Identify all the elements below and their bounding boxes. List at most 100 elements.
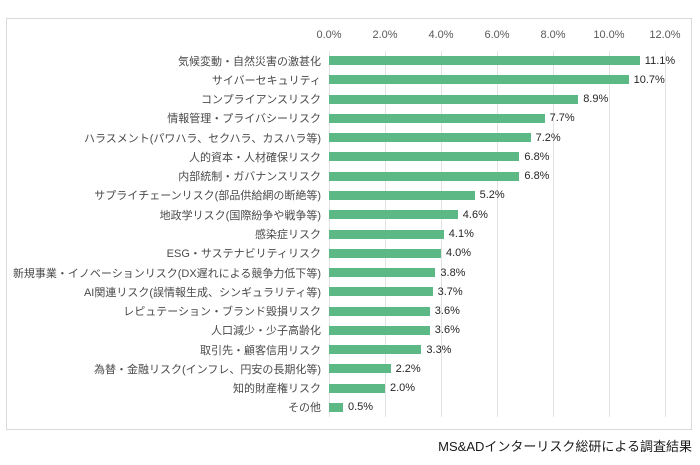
category-label: コンプライアンスリスク <box>200 94 321 107</box>
bar-chart: 0.0% 2.0% 4.0% 6.0% 8.0% 10.0% 12.0% 気候変動・自然災害… <box>6 18 692 430</box>
bar <box>329 306 430 316</box>
chart-row: 取引先・顧客信用リスク 3.3% <box>11 340 685 359</box>
x-tick-label: 0.0% <box>316 29 342 41</box>
category-label: レピュテーション・ブランド毀損リスク <box>123 306 321 319</box>
category-label: 気候変動・自然災害の激甚化 <box>178 55 321 68</box>
bar-area: 3.7% <box>329 282 685 301</box>
bar <box>329 402 343 412</box>
category-label: サイバーセキュリティ <box>211 74 321 87</box>
chart-row: サイバーセキュリティ 10.7% <box>11 70 685 89</box>
bar-area: 2.0% <box>329 379 685 398</box>
bar <box>329 268 436 278</box>
x-tick-label: 6.0% <box>484 29 510 41</box>
category-label: 為替・金融リスク(インフレ、円安の長期化等) <box>94 363 321 376</box>
value-label: 4.1% <box>448 228 474 241</box>
chart-row: その他 0.5% <box>11 398 685 417</box>
x-tick-label: 8.0% <box>540 29 566 41</box>
category-label: 人的資本・人材確保リスク <box>189 151 321 164</box>
x-tick-label: 12.0% <box>649 29 681 41</box>
bar <box>329 229 444 239</box>
bar-area: 7.7% <box>329 109 685 128</box>
bar-area: 0.5% <box>329 398 685 417</box>
bar <box>329 56 640 66</box>
value-label: 6.8% <box>524 170 550 183</box>
value-label: 4.6% <box>462 208 488 221</box>
chart-row: 新規事業・イノベーションリスク(DX遅れによる競争力低下等) 3.8% <box>11 263 685 282</box>
bar <box>329 248 441 258</box>
chart-row: 知的財産権リスク 2.0% <box>11 379 685 398</box>
value-label: 7.2% <box>535 131 561 144</box>
bar-area: 6.8% <box>329 147 685 166</box>
bar-area: 3.8% <box>329 263 685 282</box>
gridline <box>497 51 498 417</box>
chart-row: AI関連リスク(誤情報生成、シンギュラリティ等) 3.7% <box>11 282 685 301</box>
category-label: 新規事業・イノベーションリスク(DX遅れによる競争力低下等) <box>12 267 321 280</box>
bar <box>329 345 422 355</box>
gridline <box>665 51 666 417</box>
category-label: 内部統制・ガバナンスリスク <box>178 171 321 184</box>
value-label: 2.2% <box>395 362 421 375</box>
value-label: 3.8% <box>440 266 466 279</box>
value-label: 3.6% <box>434 324 460 337</box>
bar-area: 4.6% <box>329 205 685 224</box>
x-axis-ticks: 0.0% 2.0% 4.0% 6.0% 8.0% 10.0% 12.0% <box>316 29 680 45</box>
value-label: 8.9% <box>583 93 609 106</box>
value-label: 3.7% <box>437 285 463 298</box>
bar <box>329 94 579 104</box>
x-tick-label: 4.0% <box>428 29 454 41</box>
bar-area: 5.2% <box>329 186 685 205</box>
chart-row: 為替・金融リスク(インフレ、円安の長期化等) 2.2% <box>11 359 685 378</box>
value-label: 3.6% <box>434 305 460 318</box>
bar <box>329 210 458 220</box>
chart-row: ハラスメント(パワハラ、セクハラ、カスハラ等) 7.2% <box>11 128 685 147</box>
x-tick-label: 10.0% <box>593 29 625 41</box>
category-label: 情報管理・プライバシーリスク <box>167 113 321 126</box>
category-label: 人口減少・少子高齢化 <box>211 325 321 338</box>
value-label: 7.7% <box>549 112 575 125</box>
chart-row: 内部統制・ガバナンスリスク 6.8% <box>11 167 685 186</box>
chart-rows: 気候変動・自然災害の激甚化 11.1% サイバーセキュリティ 10.7% コンプライアン… <box>11 51 685 417</box>
value-label: 3.3% <box>426 343 452 356</box>
bar <box>329 171 520 181</box>
chart-row: ESG・サステナビリティリスク 4.0% <box>11 244 685 263</box>
bar-area: 7.2% <box>329 128 685 147</box>
bar-area: 4.1% <box>329 224 685 243</box>
chart-row: 人口減少・少子高齢化 3.6% <box>11 321 685 340</box>
bar-area: 3.6% <box>329 301 685 320</box>
bar-area: 2.2% <box>329 359 685 378</box>
bar-area: 4.0% <box>329 244 685 263</box>
source-caption: MS&ADインターリスク総研による調査結果 <box>438 439 692 454</box>
bar <box>329 190 475 200</box>
chart-row: 情報管理・プライバシーリスク 7.7% <box>11 109 685 128</box>
value-label: 11.1% <box>644 54 676 67</box>
bar <box>329 364 391 374</box>
gridline <box>609 51 610 417</box>
bar-area: 10.7% <box>329 70 685 89</box>
value-label: 4.0% <box>446 247 472 260</box>
chart-row: 気候変動・自然災害の激甚化 11.1% <box>11 51 685 70</box>
chart-row: コンプライアンスリスク 8.9% <box>11 90 685 109</box>
bar-area: 3.6% <box>329 321 685 340</box>
value-label: 10.7% <box>633 73 665 86</box>
bar <box>329 383 385 393</box>
bar-area: 8.9% <box>329 90 685 109</box>
x-tick-label: 2.0% <box>372 29 398 41</box>
category-label: 感染症リスク <box>255 229 321 242</box>
gridline <box>553 51 554 417</box>
category-label: 地政学リスク(国際紛争や戦争等) <box>159 209 321 222</box>
bar <box>329 325 430 335</box>
category-label: 知的財産権リスク <box>233 383 321 396</box>
chart-row: サプライチェーンリスク(部品供給網の断絶等) 5.2% <box>11 186 685 205</box>
bar-area: 3.3% <box>329 340 685 359</box>
value-label: 6.8% <box>524 150 550 163</box>
category-label: 取引先・顧客信用リスク <box>200 344 321 357</box>
bar <box>329 133 531 143</box>
bar <box>329 113 545 123</box>
chart-row: レピュテーション・ブランド毀損リスク 3.6% <box>11 301 685 320</box>
category-label: ハラスメント(パワハラ、セクハラ、カスハラ等) <box>83 132 321 145</box>
category-label: サプライチェーンリスク(部品供給網の断絶等) <box>94 190 321 203</box>
category-label: その他 <box>288 402 321 415</box>
bar <box>329 152 520 162</box>
bar-area: 11.1% <box>329 51 685 70</box>
category-label: ESG・サステナビリティリスク <box>166 248 321 261</box>
